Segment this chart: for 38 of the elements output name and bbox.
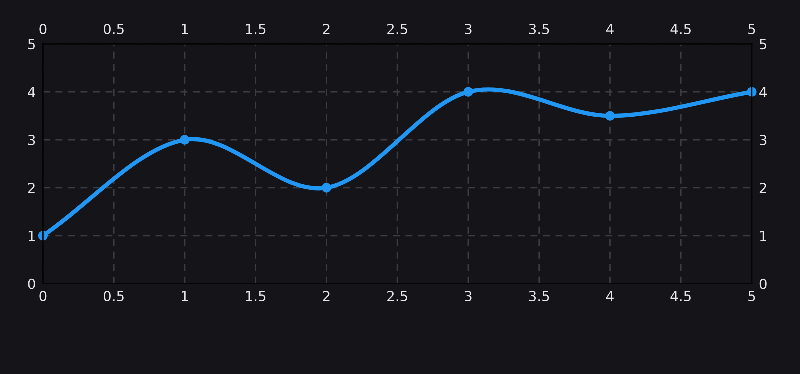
x2-tick-label: 1 — [182, 24, 188, 34]
x-tick-label: 2 — [323, 291, 330, 302]
y2-tick-label: 4 — [760, 87, 767, 98]
y-tick-label: 4 — [28, 87, 36, 98]
y-tick-label: 1 — [28, 231, 35, 242]
x2-tick-label: 0 — [40, 24, 47, 34]
x2-tick-label: 4 — [606, 24, 614, 34]
point — [464, 87, 474, 97]
y2-tick-label: 0 — [760, 278, 767, 290]
y-tick-label: 0 — [28, 278, 36, 290]
x-tick-label: 3 — [465, 291, 472, 302]
y2-tick-label: 5 — [760, 39, 767, 50]
x2-tick-label: 4.5 — [670, 24, 691, 34]
x-tick-label: 1 — [182, 291, 188, 302]
x-tick-label: 2.5 — [388, 291, 408, 302]
y-tick-label: 3 — [28, 134, 36, 146]
x2-tick-label: 3.5 — [529, 24, 550, 34]
point — [605, 111, 616, 121]
y2-tick-label: 2 — [760, 182, 766, 194]
x-tick-label: 0 — [40, 291, 47, 302]
x-tick-label: 1.5 — [246, 291, 266, 302]
y-tick-label: 2 — [28, 182, 35, 194]
x2-tick-label: 3 — [465, 24, 472, 34]
x-tick-label: 4.5 — [670, 291, 691, 302]
point — [180, 135, 190, 145]
x-tick-label: 0.5 — [104, 291, 124, 302]
x2-tick-label: 0.5 — [104, 24, 124, 34]
x2-tick-label: 2 — [323, 24, 330, 34]
y2-tick-label: 1 — [760, 231, 766, 242]
x2-tick-label: 1.5 — [246, 24, 266, 34]
x-tick-label: 3.5 — [529, 291, 550, 302]
x-tick-label: 4 — [606, 291, 614, 302]
y2-tick-label: 3 — [760, 134, 767, 146]
x2-tick-label: 5 — [748, 24, 756, 34]
point — [322, 183, 332, 193]
x-tick-label: 5 — [748, 291, 756, 302]
y-tick-label: 5 — [28, 39, 36, 50]
x2-tick-label: 2.5 — [388, 24, 408, 34]
